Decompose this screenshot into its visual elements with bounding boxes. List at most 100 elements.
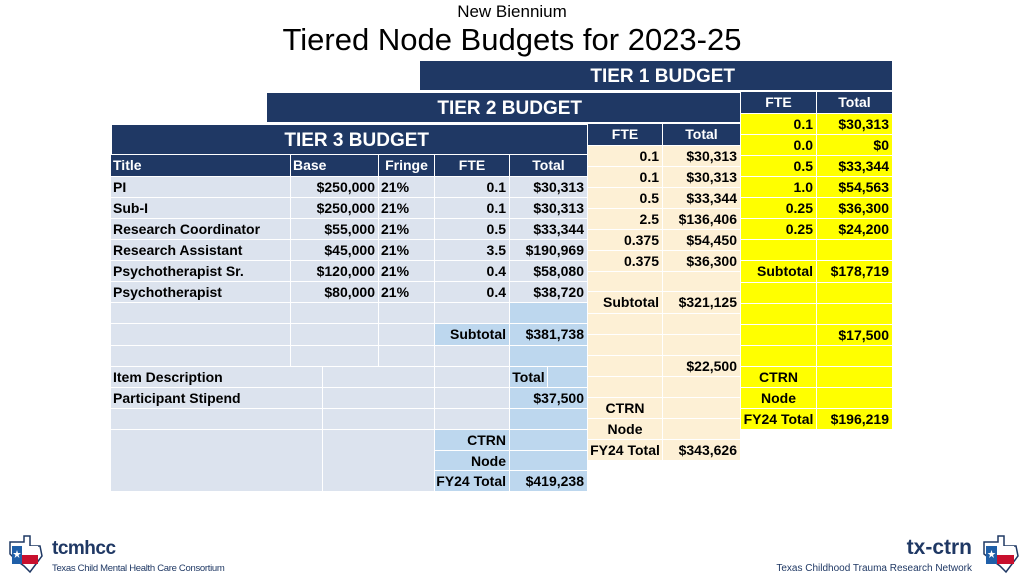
tier1-empty xyxy=(817,367,893,388)
tier3-row-fte: 0.4 xyxy=(435,282,510,303)
tier3-empty xyxy=(510,303,588,324)
tier3-row-base: $120,000 xyxy=(291,261,379,282)
tier3-col-title: Title xyxy=(111,155,291,177)
tier3-node-label: FY24 Total xyxy=(435,471,510,492)
tier3-row-fringe: 21% xyxy=(379,177,435,198)
tier3-empty xyxy=(111,303,291,324)
tier2-row-total: $30,313 xyxy=(663,146,741,167)
tier3-row-fte: 0.4 xyxy=(435,261,510,282)
tier2-empty xyxy=(588,335,663,356)
tier3-empty xyxy=(323,409,435,430)
tier3-empty xyxy=(111,346,291,367)
tier2-empty xyxy=(663,272,741,292)
tier1-node-label: Node xyxy=(741,388,817,409)
tier1-empty xyxy=(741,346,817,367)
tier3-empty xyxy=(510,346,588,367)
tier3-empty xyxy=(111,324,291,346)
tier3-empty xyxy=(510,430,588,451)
tier1-node-total: $196,219 xyxy=(817,409,893,430)
tier3-item-name: Participant Stipend xyxy=(111,388,323,409)
tier3-empty xyxy=(435,303,510,324)
tier1-empty xyxy=(741,240,817,261)
tier2-empty xyxy=(588,314,663,335)
tx-ctrn-logo: tx-ctrn Texas Childhood Trauma Research … xyxy=(760,534,1022,574)
tier3-col-fte: FTE xyxy=(435,155,510,177)
tier3-empty xyxy=(291,346,379,367)
tier3-item-total-header: Total xyxy=(510,367,548,388)
tier2-col-total: Total xyxy=(663,124,741,146)
tier2-row-fte: 0.375 xyxy=(588,230,663,251)
tier2-node-label: CTRN xyxy=(588,398,663,419)
tier2-row-total: $136,406 xyxy=(663,209,741,230)
tier3-row-fte: 0.1 xyxy=(435,198,510,219)
tier2-subtotal: $321,125 xyxy=(663,292,741,314)
tier3-row-total: $38,720 xyxy=(510,282,588,303)
tier3-row-title: PI xyxy=(111,177,291,198)
tier3-col-total: Total xyxy=(510,155,588,177)
tier1-empty xyxy=(741,325,817,346)
tier1-header: TIER 1 BUDGET xyxy=(419,60,893,91)
tier2-node-label: Node xyxy=(588,419,663,440)
tier1-row-total: $30,313 xyxy=(817,114,893,135)
tier3-empty xyxy=(111,430,323,492)
tier1-row-fte: 0.5 xyxy=(741,156,817,177)
tier1-row-total: $0 xyxy=(817,135,893,156)
tier2-row-fte: 0.375 xyxy=(588,251,663,272)
tier2-node-label: FY24 Total xyxy=(588,440,663,461)
tier3-row-base: $250,000 xyxy=(291,198,379,219)
tier1-row-total: $54,563 xyxy=(817,177,893,198)
tier2-empty xyxy=(663,314,741,335)
tier1-other-total: $17,500 xyxy=(817,325,893,346)
tier1-node-label: FY24 Total xyxy=(741,409,817,430)
tier3-node-label: Node xyxy=(435,451,510,471)
tier3-row-fringe: 21% xyxy=(379,219,435,240)
tier3-empty xyxy=(435,367,510,388)
tier3-empty xyxy=(323,430,435,492)
tcmhcc-caption: Texas Child Mental Health Care Consortiu… xyxy=(52,563,225,574)
tier1-row-fte: 0.25 xyxy=(741,198,817,219)
tier3-empty xyxy=(379,346,435,367)
tier3-node-label: CTRN xyxy=(435,430,510,451)
tier2-row-total: $30,313 xyxy=(663,167,741,188)
tier1-empty xyxy=(817,240,893,261)
tier3-row-total: $58,080 xyxy=(510,261,588,282)
tier1-row-fte: 0.25 xyxy=(741,219,817,240)
tier3-col-fringe: Fringe xyxy=(379,155,435,177)
tier1-row-fte: 0.0 xyxy=(741,135,817,156)
tier1-empty xyxy=(741,304,817,325)
tier2-empty xyxy=(663,377,741,398)
tier3-row-base: $80,000 xyxy=(291,282,379,303)
tier3-empty xyxy=(323,388,435,409)
slide-title: Tiered Node Budgets for 2023-25 xyxy=(282,22,742,57)
tier3-empty xyxy=(435,346,510,367)
tier2-node-total: $343,626 xyxy=(663,440,741,461)
tier3-row-total: $33,344 xyxy=(510,219,588,240)
tier1-subtotal: $178,719 xyxy=(817,261,893,283)
texas-flag-icon xyxy=(983,535,1019,574)
tier2-header: TIER 2 BUDGET xyxy=(266,92,741,123)
tier3-row-fringe: 21% xyxy=(379,261,435,282)
texas-flag-icon xyxy=(9,535,43,574)
tier1-row-total: $24,200 xyxy=(817,219,893,240)
tier3-row-total: $190,969 xyxy=(510,240,588,261)
tier3-row-title: Research Coordinator xyxy=(111,219,291,240)
tier3-empty xyxy=(435,409,510,430)
tier2-empty xyxy=(663,398,741,419)
tier2-row-fte: 0.5 xyxy=(588,188,663,209)
tcmhcc-wordmark: tcmhcc xyxy=(52,538,116,559)
tier2-subtotal-label: Subtotal xyxy=(588,292,663,314)
tier3-row-total: $30,313 xyxy=(510,177,588,198)
tier3-row-fte: 0.1 xyxy=(435,177,510,198)
tier1-empty xyxy=(817,388,893,409)
tier3-row-fringe: 21% xyxy=(379,282,435,303)
tier3-empty xyxy=(323,367,435,388)
tier3-empty xyxy=(510,451,588,471)
tier3-row-base: $45,000 xyxy=(291,240,379,261)
tier3-empty xyxy=(510,409,588,430)
tier3-empty xyxy=(435,388,510,409)
tier2-empty xyxy=(663,419,741,440)
tier2-other-total: $22,500 xyxy=(663,356,741,377)
tier1-col-fte: FTE xyxy=(741,92,817,114)
tier2-empty xyxy=(588,272,663,292)
tier3-row-fte: 3.5 xyxy=(435,240,510,261)
